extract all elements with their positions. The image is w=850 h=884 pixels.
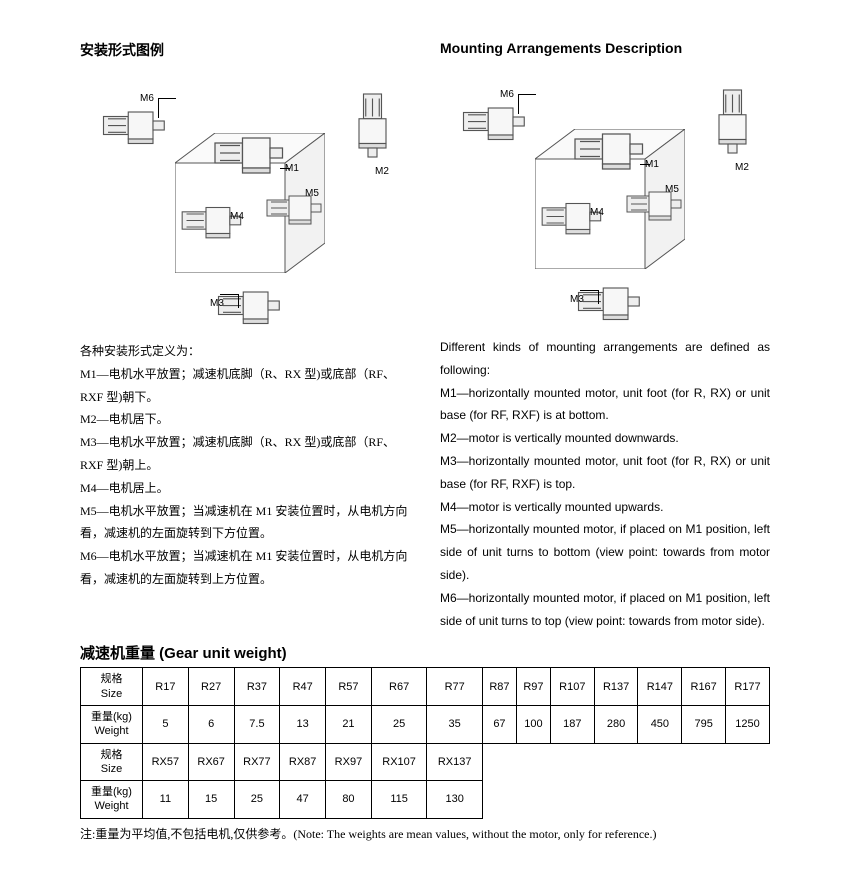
table-cell: 25 [234, 781, 280, 819]
desc-cn: 各种安装形式定义为： M1—电机水平放置；减速机底脚（R、RX 型)或底部（RF… [80, 340, 410, 591]
motor-m2-icon [350, 88, 395, 163]
table-cell: 21 [326, 705, 372, 743]
table-cell: 80 [326, 781, 372, 819]
motor-m3-icon [575, 279, 645, 324]
motor-m1-icon [210, 128, 290, 178]
intro-cn: 各种安装形式定义为： [80, 340, 410, 363]
table-cell: RX107 [371, 743, 427, 781]
diagram-en: M6 M1 M2 M4 [440, 64, 760, 324]
diagram-cn: M6 M1 M2 M4 [80, 68, 400, 328]
table-cell: R97 [516, 668, 550, 706]
table-cell: R137 [594, 668, 638, 706]
table-cell: RX137 [427, 743, 483, 781]
desc-m2-en: M2—motor is vertically mounted downwards… [440, 427, 770, 450]
table-header-size: 规格Size [81, 743, 143, 781]
label-m3: M3 [210, 298, 224, 309]
table-cell: R47 [280, 668, 326, 706]
label-m2: M2 [375, 166, 389, 177]
label-m4: M4 [230, 211, 244, 222]
label-m5: M5 [665, 184, 679, 195]
table-cell: R37 [234, 668, 280, 706]
table-cell: R67 [371, 668, 427, 706]
table-cell: R27 [188, 668, 234, 706]
desc-m1-cn: M1—电机水平放置；减速机底脚（R、RX 型)或底部（RF、RXF 型)朝下。 [80, 363, 410, 409]
table-cell: RX77 [234, 743, 280, 781]
heading-en: Mounting Arrangements Description [440, 40, 770, 56]
table-cell: 5 [143, 705, 189, 743]
table-cell: R147 [638, 668, 682, 706]
table-cell: 6 [188, 705, 234, 743]
table-cell: 100 [516, 705, 550, 743]
intro-en: Different kinds of mounting arrangements… [440, 336, 770, 382]
table-cell: 795 [682, 705, 726, 743]
motor-m6-icon [460, 99, 530, 144]
motor-m2-icon [710, 84, 755, 159]
table-cell: R167 [682, 668, 726, 706]
table-cell: R17 [143, 668, 189, 706]
table-cell: 15 [188, 781, 234, 819]
desc-m5-cn: M5—电机水平放置；当减速机在 M1 安装位置时，从电机方向看，减速机的左面旋转… [80, 500, 410, 546]
table-cell: R177 [726, 668, 770, 706]
table-cell: 7.5 [234, 705, 280, 743]
table-cell: 11 [143, 781, 189, 819]
table-cell: RX97 [326, 743, 372, 781]
table-header-size: 规格Size [81, 668, 143, 706]
table-cell: R57 [326, 668, 372, 706]
table-cell: 187 [550, 705, 594, 743]
table-header-weight: 重量(kg)Weight [81, 781, 143, 819]
table-cell: 35 [427, 705, 483, 743]
desc-m4-en: M4—motor is vertically mounted upwards. [440, 496, 770, 519]
table-cell: 25 [371, 705, 427, 743]
table-note: 注:重量为平均值,不包括电机,仅供参考。(Note: The weights a… [80, 825, 770, 844]
motor-m3-icon [215, 283, 285, 328]
desc-en: Different kinds of mounting arrangements… [440, 336, 770, 632]
label-m4: M4 [590, 207, 604, 218]
table-cell: 67 [482, 705, 516, 743]
table-cell: RX67 [188, 743, 234, 781]
desc-m2-cn: M2—电机居下。 [80, 408, 410, 431]
label-m5: M5 [305, 188, 319, 199]
table-cell: R87 [482, 668, 516, 706]
desc-m4-cn: M4—电机居上。 [80, 477, 410, 500]
desc-m6-en: M6—horizontally mounted motor, if placed… [440, 587, 770, 633]
table-cell: RX57 [143, 743, 189, 781]
table-cell: 450 [638, 705, 682, 743]
label-m6: M6 [500, 89, 514, 100]
table-cell: R77 [427, 668, 483, 706]
desc-m1-en: M1—horizontally mounted motor, unit foot… [440, 382, 770, 428]
label-m3: M3 [570, 294, 584, 305]
table-cell: 47 [280, 781, 326, 819]
desc-m3-en: M3—horizontally mounted motor, unit foot… [440, 450, 770, 496]
table-cell: 115 [371, 781, 427, 819]
desc-m6-cn: M6—电机水平放置；当减速机在 M1 安装位置时，从电机方向看，减速机的左面旋转… [80, 545, 410, 591]
desc-m5-en: M5—horizontally mounted motor, if placed… [440, 518, 770, 586]
table-cell: RX87 [280, 743, 326, 781]
table-cell: 280 [594, 705, 638, 743]
motor-m6-icon [100, 103, 170, 148]
label-m6: M6 [140, 93, 154, 104]
heading-cn: 安装形式图例 [80, 40, 410, 60]
table-cell: 13 [280, 705, 326, 743]
table-cell: 1250 [726, 705, 770, 743]
table-heading: 减速机重量 (Gear unit weight) [80, 642, 770, 663]
desc-m3-cn: M3—电机水平放置；减速机底脚（R、RX 型)或底部（RF、RXF 型)朝上。 [80, 431, 410, 477]
weight-table: 规格SizeR17R27R37R47R57R67R77R87R97R107R13… [80, 667, 770, 818]
table-cell: 130 [427, 781, 483, 819]
table-header-weight: 重量(kg)Weight [81, 705, 143, 743]
motor-m1-icon [570, 124, 650, 174]
table-cell: R107 [550, 668, 594, 706]
label-m2: M2 [735, 162, 749, 173]
